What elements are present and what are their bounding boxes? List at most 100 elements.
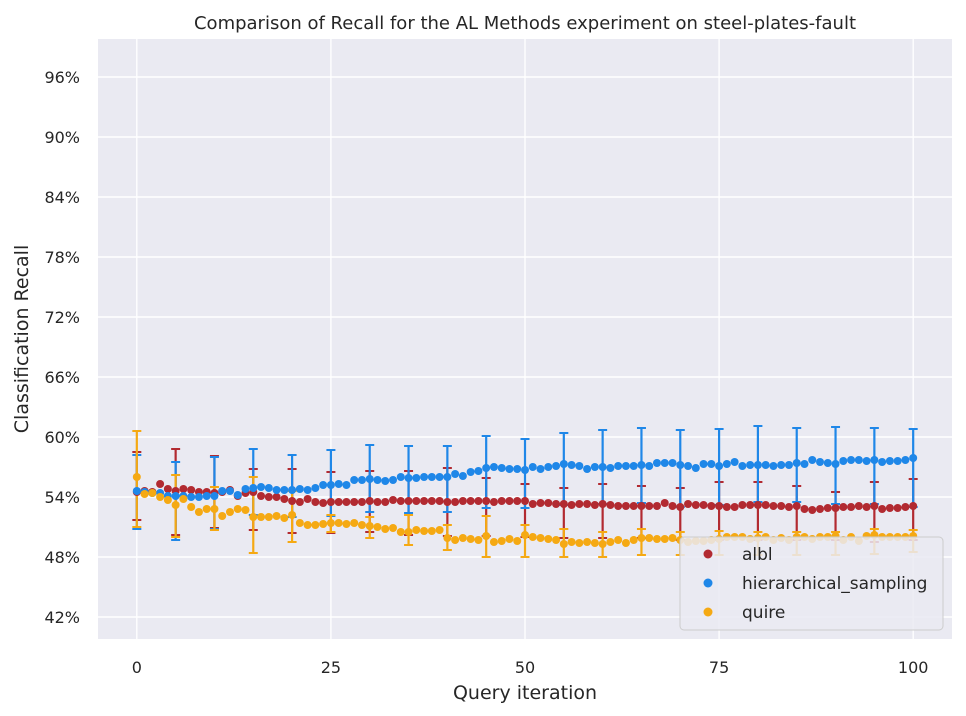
- point-albl: [684, 500, 693, 508]
- x-tick-labels: 0 25 50 75 100: [132, 658, 929, 677]
- point-albl: [862, 503, 871, 511]
- point-hierarchical-sampling: [777, 461, 786, 469]
- point-hierarchical-sampling: [684, 462, 693, 470]
- point-quire: [334, 519, 343, 527]
- point-albl: [559, 500, 568, 508]
- y-tick-label: 96%: [44, 68, 80, 87]
- point-hierarchical-sampling: [365, 475, 374, 483]
- point-hierarchical-sampling: [893, 457, 902, 465]
- point-albl: [738, 501, 747, 509]
- point-hierarchical-sampling: [311, 484, 320, 492]
- point-hierarchical-sampling: [536, 465, 545, 473]
- point-albl: [357, 498, 366, 506]
- point-quire: [443, 534, 452, 542]
- point-hierarchical-sampling: [567, 461, 576, 469]
- point-quire: [489, 538, 498, 546]
- point-quire: [575, 539, 584, 547]
- point-albl: [365, 497, 374, 505]
- point-albl: [816, 505, 825, 513]
- point-albl: [901, 503, 910, 511]
- point-quire: [148, 489, 157, 497]
- point-hierarchical-sampling: [389, 476, 398, 484]
- point-albl: [676, 503, 685, 511]
- point-albl: [645, 502, 654, 510]
- point-quire: [288, 511, 297, 519]
- point-albl: [621, 502, 630, 510]
- point-albl: [326, 498, 335, 506]
- point-albl: [288, 497, 297, 505]
- point-hierarchical-sampling: [753, 461, 762, 469]
- point-albl: [528, 500, 537, 508]
- point-hierarchical-sampling: [792, 459, 801, 467]
- point-quire: [257, 513, 266, 521]
- x-tick-label: 25: [321, 658, 341, 677]
- point-quire: [404, 528, 413, 536]
- point-albl: [792, 502, 801, 510]
- y-tick-label: 54%: [44, 488, 80, 507]
- point-hierarchical-sampling: [831, 460, 840, 468]
- point-albl: [272, 493, 281, 501]
- point-albl: [707, 502, 716, 510]
- point-quire: [614, 536, 623, 544]
- point-hierarchical-sampling: [218, 487, 227, 495]
- point-albl: [373, 498, 382, 506]
- point-hierarchical-sampling: [241, 485, 250, 493]
- point-hierarchical-sampling: [132, 487, 141, 495]
- point-hierarchical-sampling: [350, 476, 359, 484]
- point-quire: [210, 505, 219, 513]
- point-hierarchical-sampling: [505, 465, 514, 473]
- point-quire: [497, 537, 506, 545]
- point-quire: [171, 501, 180, 509]
- point-hierarchical-sampling: [513, 465, 522, 473]
- point-albl: [823, 504, 832, 512]
- point-albl: [482, 497, 491, 505]
- point-hierarchical-sampling: [435, 473, 444, 481]
- point-hierarchical-sampling: [715, 462, 724, 470]
- point-albl: [870, 502, 879, 510]
- y-tick-labels: 42% 48% 54% 60% 66% 72% 78% 84% 90% 96%: [44, 68, 80, 627]
- point-quire: [264, 513, 273, 521]
- point-hierarchical-sampling: [458, 472, 467, 480]
- point-quire: [474, 536, 483, 544]
- point-quire: [629, 536, 638, 544]
- x-tick-label: 100: [898, 658, 929, 677]
- point-quire: [645, 534, 654, 542]
- y-axis-label: Classification Recall: [11, 245, 33, 433]
- legend-marker-hierarchical-sampling: [703, 578, 713, 588]
- point-hierarchical-sampling: [738, 462, 747, 470]
- point-albl: [715, 502, 724, 510]
- y-tick-label: 66%: [44, 368, 80, 387]
- point-quire: [241, 506, 250, 514]
- point-albl: [280, 495, 289, 503]
- point-albl: [466, 497, 475, 505]
- point-albl: [722, 503, 731, 511]
- point-albl: [443, 498, 452, 506]
- point-hierarchical-sampling: [272, 486, 281, 494]
- point-hierarchical-sampling: [823, 459, 832, 467]
- point-albl: [420, 497, 429, 505]
- point-hierarchical-sampling: [614, 462, 623, 470]
- x-tick-label: 0: [132, 658, 142, 677]
- point-albl: [784, 503, 793, 511]
- point-hierarchical-sampling: [784, 461, 793, 469]
- point-albl: [885, 504, 894, 512]
- point-hierarchical-sampling: [847, 456, 856, 464]
- point-albl: [652, 502, 661, 510]
- point-albl: [753, 501, 762, 509]
- point-hierarchical-sampling: [707, 460, 716, 468]
- point-hierarchical-sampling: [870, 456, 879, 464]
- point-hierarchical-sampling: [264, 484, 273, 492]
- point-albl: [334, 498, 343, 506]
- point-quire: [590, 539, 599, 547]
- point-albl: [590, 501, 599, 509]
- point-hierarchical-sampling: [334, 480, 343, 488]
- point-albl: [536, 499, 545, 507]
- point-albl: [513, 497, 522, 505]
- point-quire: [420, 527, 429, 535]
- y-tick-label: 60%: [44, 428, 80, 447]
- point-quire: [606, 538, 615, 546]
- point-hierarchical-sampling: [699, 460, 708, 468]
- point-hierarchical-sampling: [342, 481, 351, 489]
- point-hierarchical-sampling: [668, 459, 677, 467]
